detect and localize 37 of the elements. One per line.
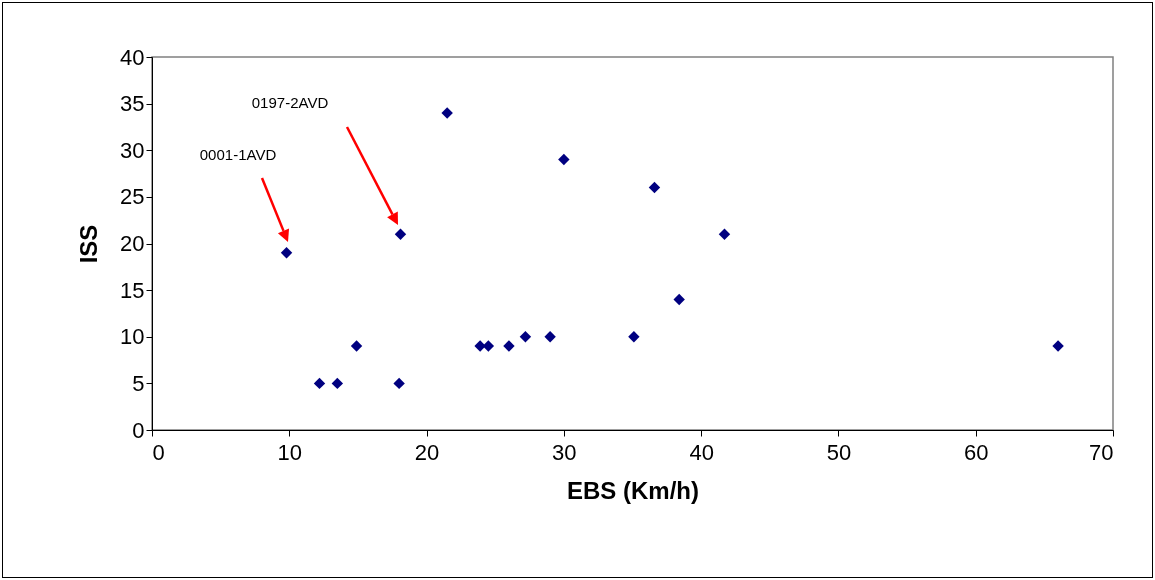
annotation: 0001-1AVD (199, 146, 277, 163)
annotation: 0197-2AVD (251, 94, 329, 111)
x-tick-label: 70 (1089, 439, 1114, 465)
point (350, 340, 363, 352)
y-tick-label: 20 (120, 231, 145, 256)
x-axis-title: EBS (Km/h) (567, 476, 699, 504)
y-tick-label: 40 (120, 44, 145, 70)
point (313, 377, 326, 390)
point (648, 181, 661, 194)
point (718, 228, 731, 240)
y-tick-label: 25 (120, 184, 145, 210)
x-tick-label: 20 (414, 439, 440, 465)
point (1052, 340, 1064, 352)
y-tick-label: 0 (132, 417, 145, 443)
x-tick-label: 10 (277, 439, 303, 465)
y-tick-label: 30 (120, 137, 145, 163)
x-tick-label: 50 (826, 439, 852, 465)
point (503, 340, 515, 352)
point (673, 293, 685, 306)
x-tick-label: 0 (152, 439, 165, 465)
y-tick-label: 5 (132, 370, 145, 396)
y-tick-label: 35 (120, 91, 145, 117)
y-axis-title: ISS (75, 224, 103, 264)
point (331, 377, 344, 390)
point (441, 107, 453, 119)
x-tick-label: 40 (689, 439, 714, 465)
point (393, 377, 405, 390)
point (519, 331, 532, 343)
y-tick-label: 10 (120, 324, 145, 350)
point (280, 247, 293, 259)
point (394, 228, 407, 240)
y-tick-label: 15 (120, 277, 145, 303)
x-tick-label: 60 (963, 439, 989, 465)
x-tick-label: 30 (552, 439, 577, 465)
point (558, 153, 570, 166)
point (628, 331, 640, 343)
point (544, 331, 556, 343)
